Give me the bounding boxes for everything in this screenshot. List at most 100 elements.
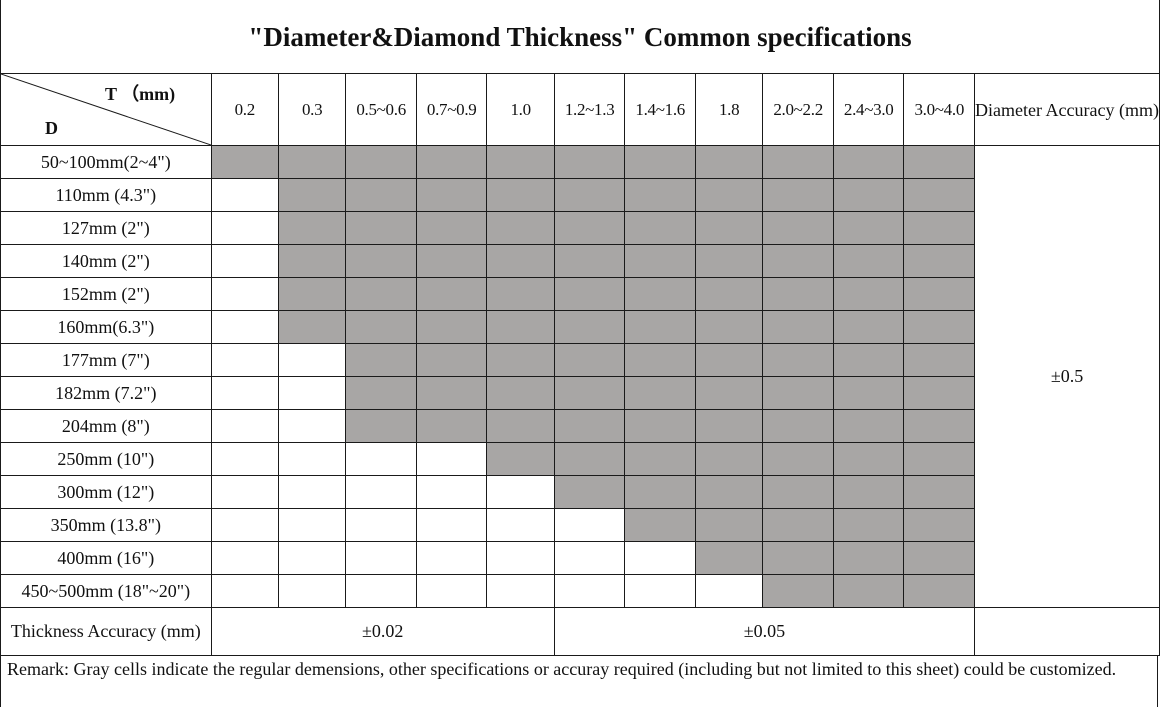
regular-spec-cell — [415, 310, 488, 344]
regular-spec-cell — [345, 310, 417, 344]
custom-spec-cell — [694, 574, 764, 608]
regular-spec-cell — [345, 409, 417, 443]
remark-note: Remark: Gray cells indicate the regular … — [0, 655, 1158, 707]
page-title: "Diameter&Diamond Thickness" Common spec… — [248, 21, 912, 52]
spec-table: T （mm) D 0.2 0.3 0.5~0.6 0.7~0.9 1.0 1.2… — [0, 73, 1160, 656]
diameter-label: 50~100mm(2~4") — [0, 145, 212, 179]
regular-spec-cell — [694, 343, 764, 377]
table-row: 450~500mm (18"~20") — [0, 574, 1160, 608]
custom-spec-cell — [345, 475, 417, 509]
custom-spec-cell — [210, 343, 279, 377]
custom-spec-cell — [415, 574, 488, 608]
regular-spec-cell — [486, 211, 555, 245]
thickness-header: 2.0~2.2 — [762, 73, 834, 146]
regular-spec-cell — [624, 244, 696, 278]
custom-spec-cell — [210, 574, 279, 608]
custom-spec-cell — [210, 508, 279, 542]
regular-spec-cell — [832, 343, 905, 377]
regular-spec-cell — [277, 145, 347, 179]
diameter-label: 204mm (8") — [0, 409, 212, 443]
regular-spec-cell — [762, 178, 834, 212]
diameter-label: 160mm(6.3") — [0, 310, 212, 344]
regular-spec-cell — [762, 574, 834, 608]
regular-spec-cell — [486, 277, 555, 311]
regular-spec-cell — [345, 145, 417, 179]
regular-spec-cell — [486, 343, 555, 377]
regular-spec-cell — [762, 145, 834, 179]
thickness-header: 3.0~4.0 — [903, 73, 976, 146]
regular-spec-cell — [832, 442, 905, 476]
regular-spec-cell — [624, 145, 696, 179]
regular-spec-cell — [762, 211, 834, 245]
thickness-header: 0.7~0.9 — [415, 73, 488, 146]
regular-spec-cell — [486, 244, 555, 278]
custom-spec-cell — [277, 508, 347, 542]
regular-spec-cell — [486, 442, 555, 476]
custom-spec-cell — [345, 442, 417, 476]
custom-spec-cell — [210, 211, 279, 245]
thickness-accuracy-label: Thickness Accuracy (mm) — [0, 607, 212, 656]
custom-spec-cell — [415, 508, 488, 542]
custom-spec-cell — [553, 574, 626, 608]
table-row: 250mm (10") — [0, 442, 1160, 476]
table-row: 140mm (2") — [0, 244, 1160, 278]
custom-spec-cell — [486, 508, 555, 542]
regular-spec-cell — [762, 376, 834, 410]
regular-spec-cell — [903, 244, 976, 278]
diameter-label: 152mm (2") — [0, 277, 212, 311]
custom-spec-cell — [345, 574, 417, 608]
regular-spec-cell — [694, 376, 764, 410]
custom-spec-cell — [415, 541, 488, 575]
regular-spec-cell — [903, 409, 976, 443]
custom-spec-cell — [277, 541, 347, 575]
custom-spec-cell — [486, 541, 555, 575]
regular-spec-cell — [415, 178, 488, 212]
thickness-header: 1.8 — [694, 73, 764, 146]
regular-spec-cell — [903, 310, 976, 344]
regular-spec-cell — [762, 475, 834, 509]
custom-spec-cell — [486, 475, 555, 509]
regular-spec-cell — [486, 178, 555, 212]
regular-spec-cell — [624, 508, 696, 542]
regular-spec-cell — [694, 310, 764, 344]
empty-accuracy-cell — [974, 607, 1160, 656]
table-row: 400mm (16") — [0, 541, 1160, 575]
regular-spec-cell — [694, 508, 764, 542]
table-row: 50~100mm(2~4") ±0.5 — [0, 145, 1160, 608]
regular-spec-cell — [277, 178, 347, 212]
thickness-accuracy-row: Thickness Accuracy (mm) ±0.02 ±0.05 — [0, 607, 1160, 656]
custom-spec-cell — [486, 574, 555, 608]
regular-spec-cell — [624, 409, 696, 443]
regular-spec-cell — [486, 310, 555, 344]
regular-spec-cell — [345, 244, 417, 278]
regular-spec-cell — [832, 244, 905, 278]
regular-spec-cell — [624, 211, 696, 245]
regular-spec-cell — [415, 343, 488, 377]
custom-spec-cell — [277, 442, 347, 476]
regular-spec-cell — [694, 277, 764, 311]
regular-spec-cell — [553, 310, 626, 344]
regular-spec-cell — [345, 178, 417, 212]
custom-spec-cell — [210, 310, 279, 344]
regular-spec-cell — [277, 211, 347, 245]
regular-spec-cell — [762, 442, 834, 476]
regular-spec-cell — [832, 211, 905, 245]
custom-spec-cell — [415, 475, 488, 509]
regular-spec-cell — [762, 508, 834, 542]
regular-spec-cell — [762, 541, 834, 575]
regular-spec-cell — [832, 310, 905, 344]
regular-spec-cell — [762, 310, 834, 344]
custom-spec-cell — [345, 541, 417, 575]
regular-spec-cell — [903, 343, 976, 377]
custom-spec-cell — [210, 409, 279, 443]
regular-spec-cell — [832, 376, 905, 410]
table-row: 300mm (12") — [0, 475, 1160, 509]
regular-spec-cell — [553, 145, 626, 179]
regular-spec-cell — [415, 409, 488, 443]
regular-spec-cell — [553, 343, 626, 377]
thickness-header: 1.0 — [486, 73, 555, 146]
thick-accuracy-value: ±0.05 — [553, 607, 976, 656]
regular-spec-cell — [694, 178, 764, 212]
regular-spec-cell — [345, 211, 417, 245]
